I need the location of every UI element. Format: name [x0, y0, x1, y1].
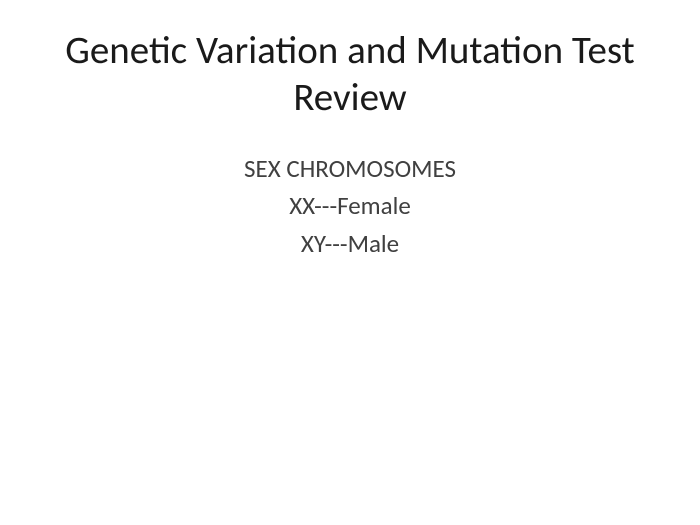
slide-container: Genetic Variation and Mutation Test Revi… — [0, 0, 700, 525]
body-line-3: XY---Male — [50, 225, 650, 263]
body-line-2: XX---Female — [50, 187, 650, 225]
slide-body: SEX CHROMOSOMES XX---Female XY---Male — [50, 150, 650, 263]
body-line-1: SEX CHROMOSOMES — [50, 150, 650, 188]
slide-title: Genetic Variation and Mutation Test Revi… — [50, 28, 650, 122]
